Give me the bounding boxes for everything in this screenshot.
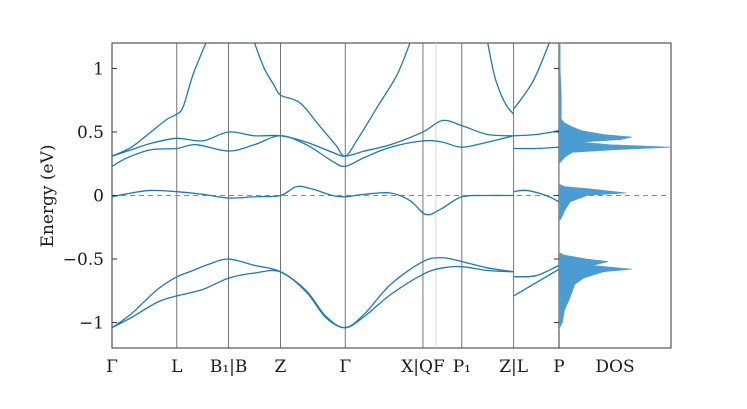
band-line [487,43,515,115]
band-line [112,119,514,157]
band-line [112,265,514,329]
k-point-label: Γ [339,357,351,377]
dos-label: DOS [595,357,634,377]
band-line [513,130,559,137]
band-line [513,268,559,297]
k-point-label: L [171,357,182,377]
k-point-label: P₁ [453,357,471,377]
band-line [513,264,559,278]
band-line [112,135,514,168]
band-line [112,43,207,157]
k-point-label: B₁|B [210,357,248,377]
y-axis-ticks: 1 0.5 0 −0.5 −1 [63,59,559,334]
band-line [513,189,559,203]
k-point-label: Z|L [499,357,528,377]
band-line [253,43,411,157]
k-point-label: X|QF [401,357,445,377]
y-tick-label: −0.5 [63,250,104,270]
k-point-label: P [553,357,564,377]
band-line [513,43,550,110]
dos-fill [559,43,671,330]
y-tick-label: 0.5 [77,123,104,143]
y-tick-label: 0 [93,187,104,207]
k-point-label: Γ [106,357,118,377]
y-tick-label: −1 [79,314,104,334]
x-axis-ticks: Γ L B₁|B Z Γ X|QF P₁ Z|L P [106,357,565,377]
band-lines [112,43,559,329]
dos-panel [559,43,671,330]
y-tick-label: 1 [93,59,104,79]
band-line [112,257,514,329]
k-point-label: Z [275,357,287,377]
band-line [112,185,514,216]
y-axis-label: Energy (eV) [38,144,58,247]
band-line [513,146,559,150]
